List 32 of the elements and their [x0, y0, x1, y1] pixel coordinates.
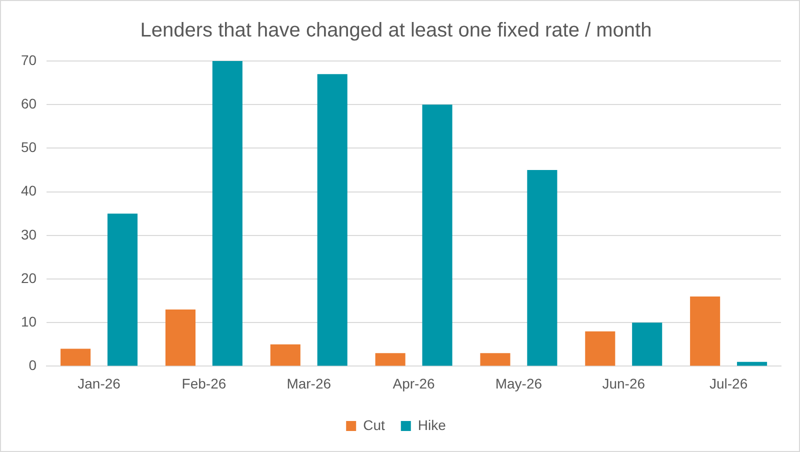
bar [736, 362, 768, 366]
y-tick-label: 0 [28, 357, 37, 374]
bar [690, 296, 720, 366]
y-tick-label: 60 [20, 95, 37, 112]
x-tick-label: Jul-26 [709, 375, 748, 392]
bar [60, 348, 91, 366]
y-tick-label: 10 [20, 313, 37, 330]
bar [480, 353, 510, 366]
x-tick-label: Feb-26 [182, 375, 226, 392]
x-tick-label: Jun-26 [602, 375, 646, 392]
bar [375, 353, 406, 366]
y-tick-label: 70 [20, 52, 37, 68]
bar [585, 331, 616, 366]
chart-title: Lenders that have changed at least one fixed rate / month [140, 20, 652, 42]
bar [165, 310, 196, 366]
bar [270, 344, 300, 366]
y-tick-label: 40 [20, 182, 37, 199]
y-tick-label: 30 [20, 226, 37, 242]
legend-label: Cut [363, 416, 385, 433]
x-tick-label: Jan-26 [78, 375, 121, 392]
bar [527, 170, 558, 366]
bar [422, 104, 452, 366]
x-tick-label: Apr-26 [392, 375, 436, 392]
y-tick-label: 20 [20, 270, 37, 286]
x-tick-label: May-26 [495, 375, 542, 392]
bar [317, 74, 348, 366]
legend-label: Hike [418, 416, 446, 433]
bar [107, 214, 138, 366]
bar [632, 322, 662, 366]
bar [212, 61, 242, 366]
x-tick-label: Mar-26 [286, 375, 332, 392]
y-tick-label: 50 [20, 139, 37, 156]
